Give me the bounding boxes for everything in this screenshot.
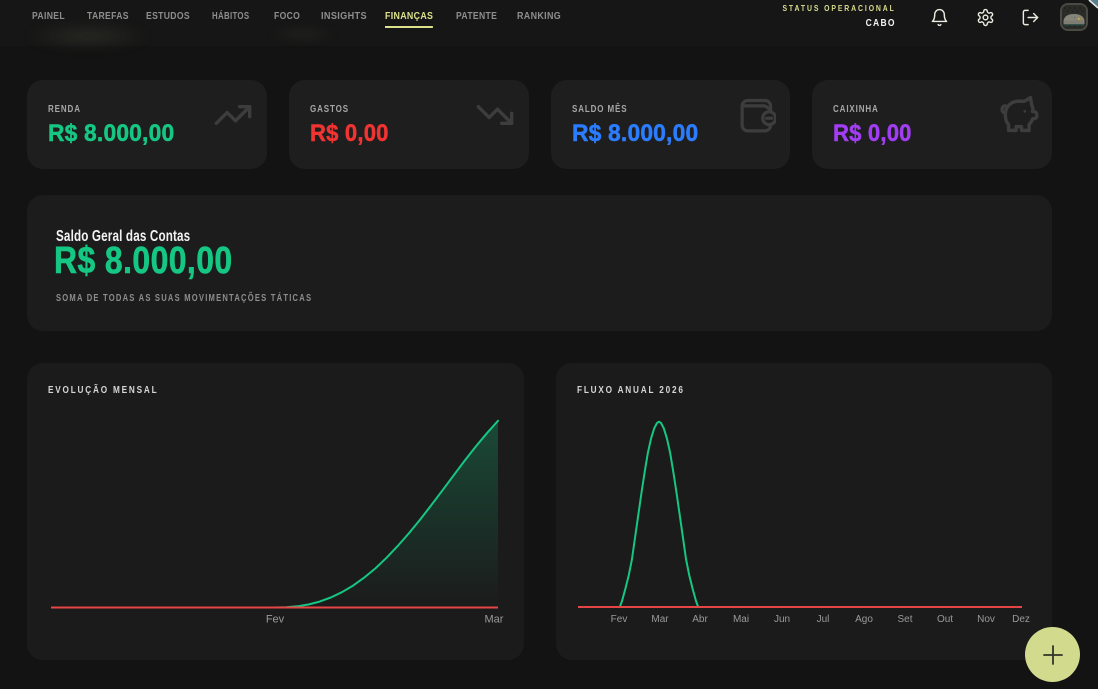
svg-text:Fev: Fev [266,614,285,626]
svg-text:Jun: Jun [773,614,789,625]
svg-text:Dez: Dez [1012,614,1030,625]
svg-text:Mar: Mar [651,614,669,625]
svg-text:Mar: Mar [485,614,504,626]
svg-text:Nov: Nov [977,614,995,625]
svg-text:Out: Out [936,614,952,625]
svg-text:Fev: Fev [610,614,627,625]
svg-text:Abr: Abr [692,614,708,625]
svg-text:Ago: Ago [855,614,873,625]
svg-text:Set: Set [897,614,912,625]
svg-text:Mai: Mai [732,614,748,625]
svg-text:Jul: Jul [816,614,829,625]
